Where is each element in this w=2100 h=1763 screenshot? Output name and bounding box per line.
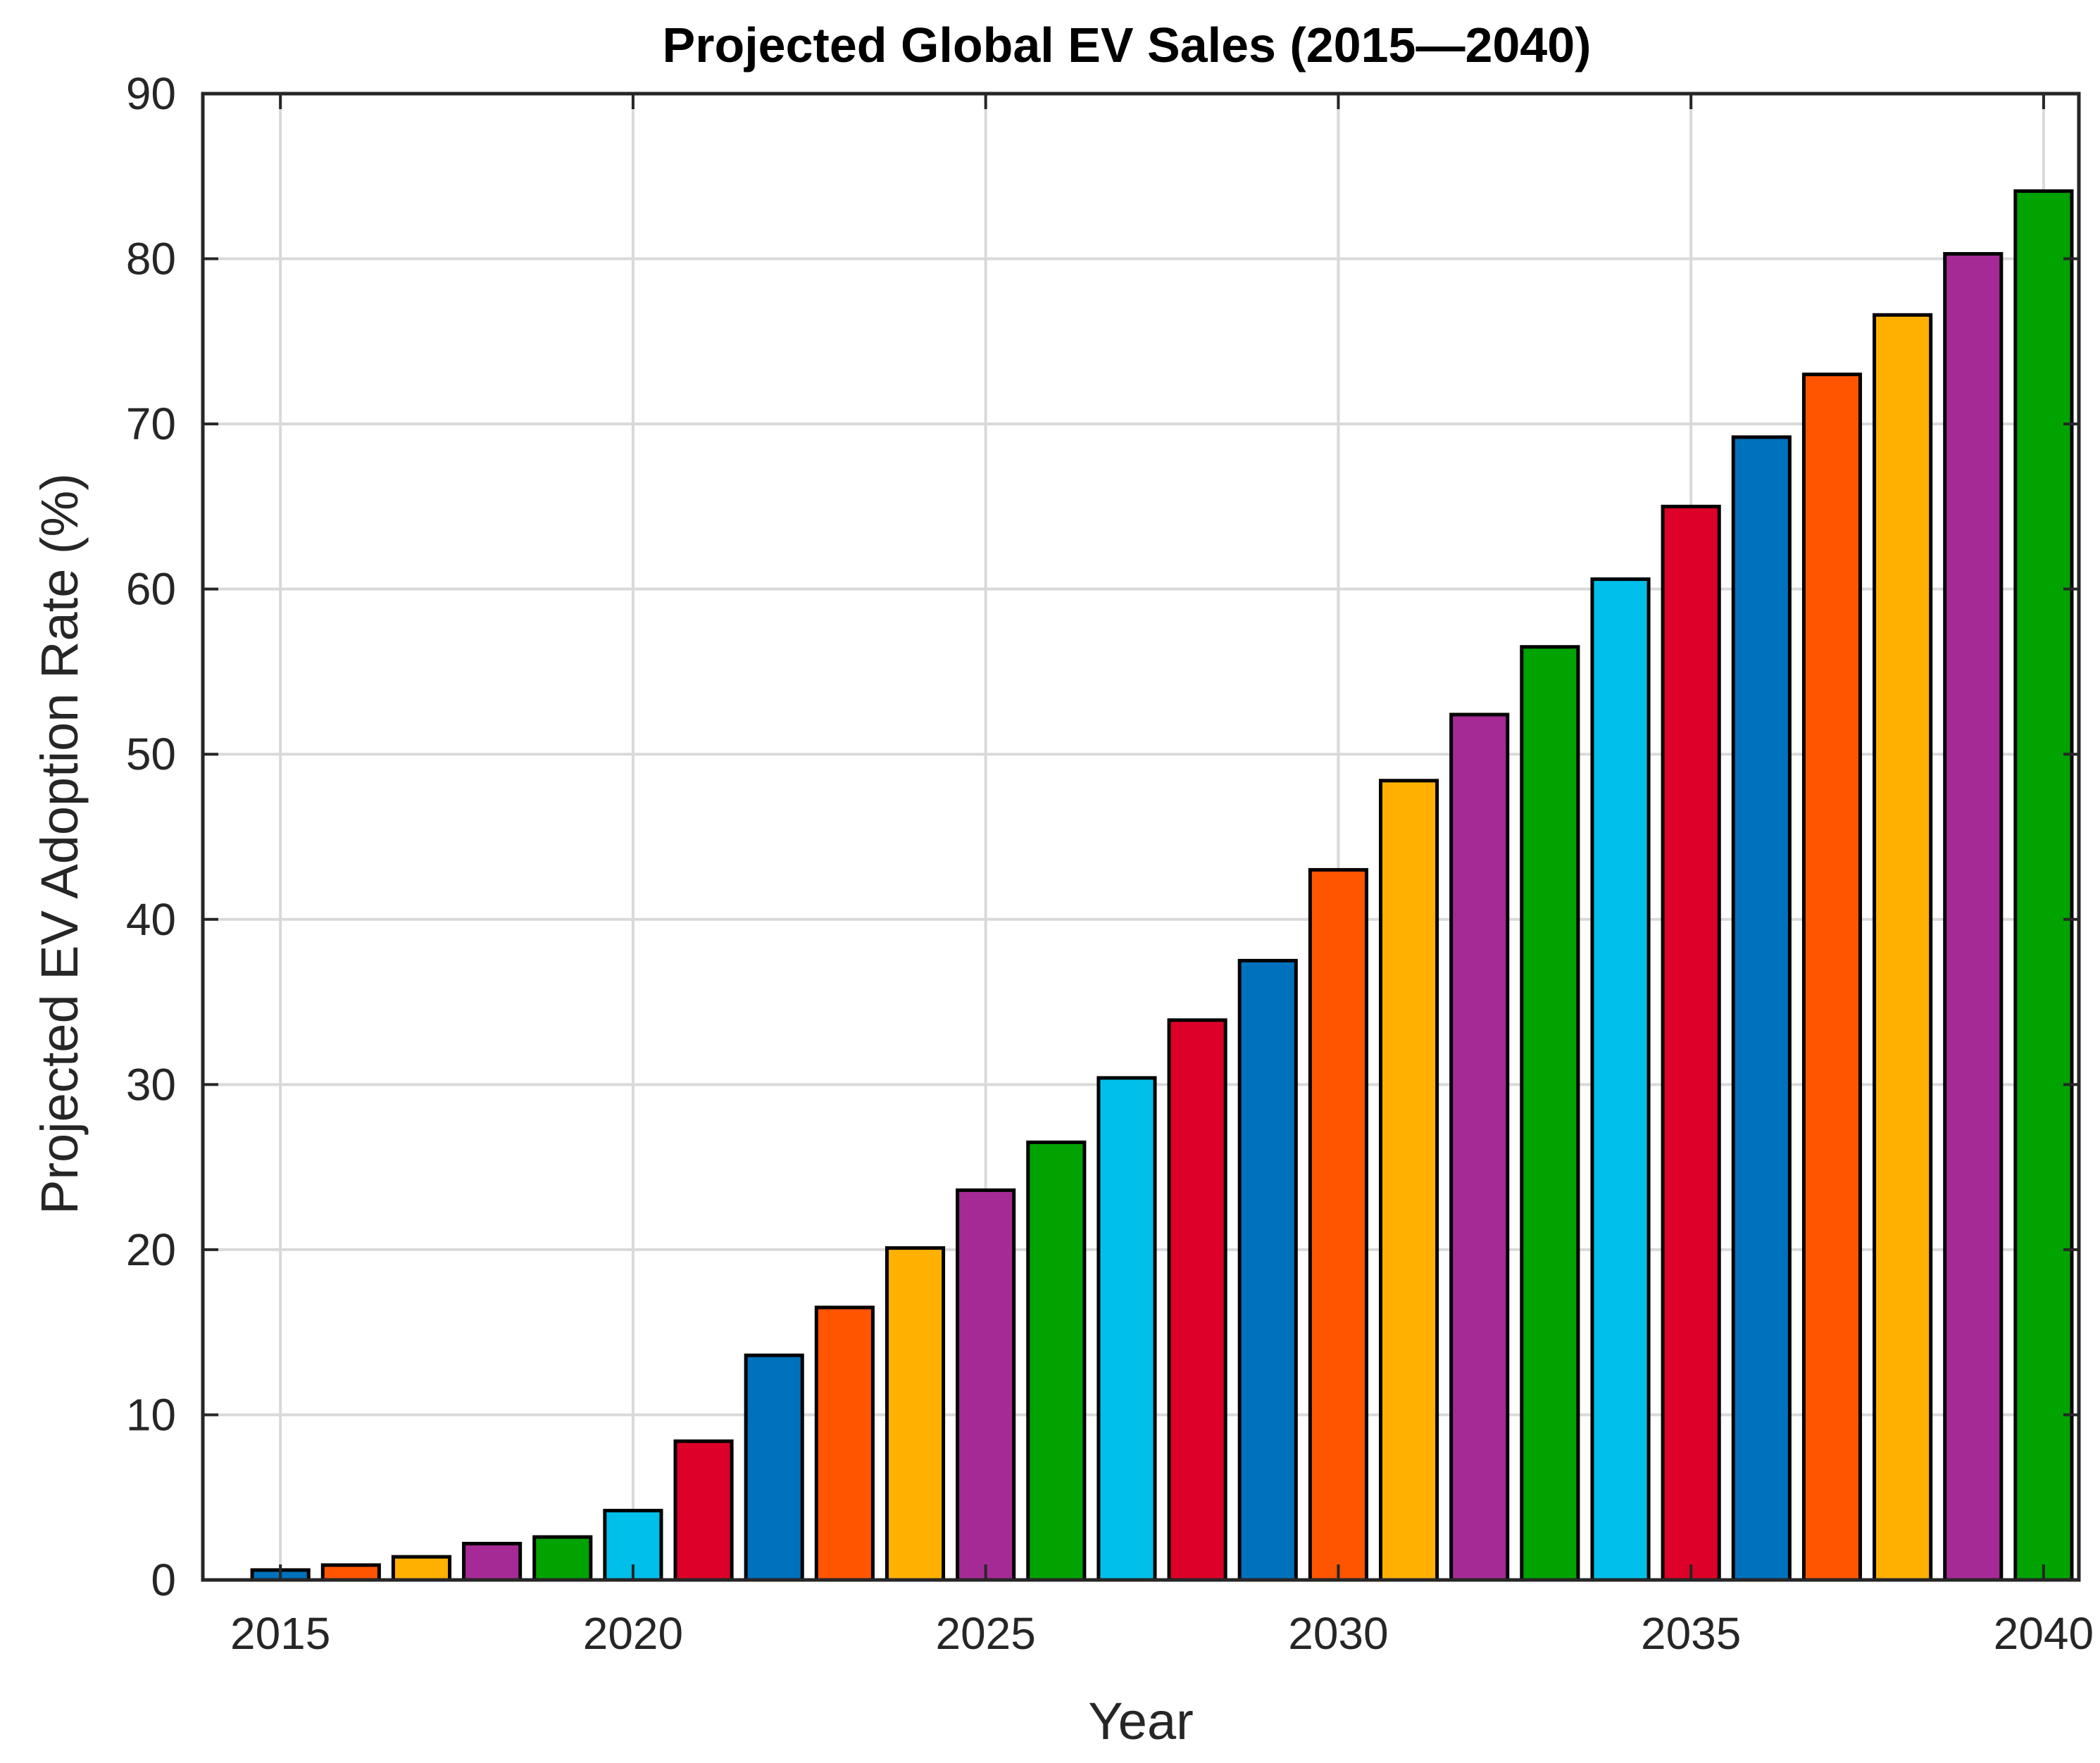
- bar-2021: [673, 1439, 734, 1582]
- x-axis-label: Year: [1088, 1692, 1194, 1750]
- axes-box: [201, 92, 2081, 1582]
- bar-2033: [1520, 645, 1580, 1582]
- bars: [250, 189, 2074, 1582]
- bar-2019: [532, 1535, 593, 1582]
- bar-2017: [391, 1555, 452, 1582]
- bar-2029: [1237, 958, 1298, 1582]
- bar-2026: [1026, 1140, 1087, 1582]
- bar-2035: [1661, 504, 1721, 1582]
- bar-2039: [1943, 252, 2004, 1582]
- y-tick-label: 40: [126, 894, 176, 945]
- y-axis-label: Projected EV Adoption Rate (%): [30, 473, 89, 1215]
- chart-title: Projected Global EV Sales (2015—2040): [663, 18, 1592, 73]
- y-tick-label: 60: [126, 564, 176, 615]
- bar-2037: [1801, 372, 1863, 1582]
- bar-2032: [1449, 713, 1510, 1582]
- bar-2034: [1590, 577, 1651, 1582]
- x-tick-label: 2040: [1994, 1608, 2094, 1659]
- bar-2027: [1096, 1076, 1157, 1582]
- bar-2031: [1379, 779, 1439, 1582]
- y-tick-label: 80: [126, 234, 176, 284]
- bar-2040: [2013, 189, 2074, 1582]
- x-tick-labels: 2015 2020 2025 2030 2035 2040: [230, 1608, 2094, 1659]
- bar-2024: [885, 1246, 946, 1582]
- y-tick-label: 0: [151, 1555, 176, 1605]
- y-tick-label: 30: [126, 1059, 176, 1110]
- x-tick-label: 2020: [583, 1608, 683, 1659]
- bar-2016: [320, 1563, 381, 1582]
- x-tick-label: 2015: [230, 1608, 330, 1659]
- y-tick-label: 50: [126, 729, 176, 779]
- bar-2036: [1731, 435, 1792, 1582]
- bar-2025: [956, 1188, 1016, 1582]
- bar-2030: [1308, 867, 1368, 1582]
- x-tick-label: 2025: [935, 1608, 1035, 1659]
- bar-2023: [814, 1305, 875, 1582]
- y-tick-label: 10: [126, 1389, 176, 1440]
- ticks: [203, 92, 2079, 1581]
- y-tick-label: 90: [126, 68, 176, 119]
- bar-2018: [462, 1541, 523, 1582]
- x-tick-label: 2030: [1288, 1608, 1388, 1659]
- x-tick-label: 2035: [1641, 1608, 1741, 1659]
- bar-2038: [1873, 313, 1933, 1582]
- y-tick-label: 70: [126, 399, 176, 449]
- y-tick-label: 20: [126, 1224, 176, 1275]
- bar-2028: [1167, 1018, 1227, 1582]
- y-tick-labels: 0 10 20 30 40 50 60 70 80 90: [126, 68, 176, 1605]
- bar-2022: [744, 1353, 804, 1582]
- grid: [203, 94, 2079, 1580]
